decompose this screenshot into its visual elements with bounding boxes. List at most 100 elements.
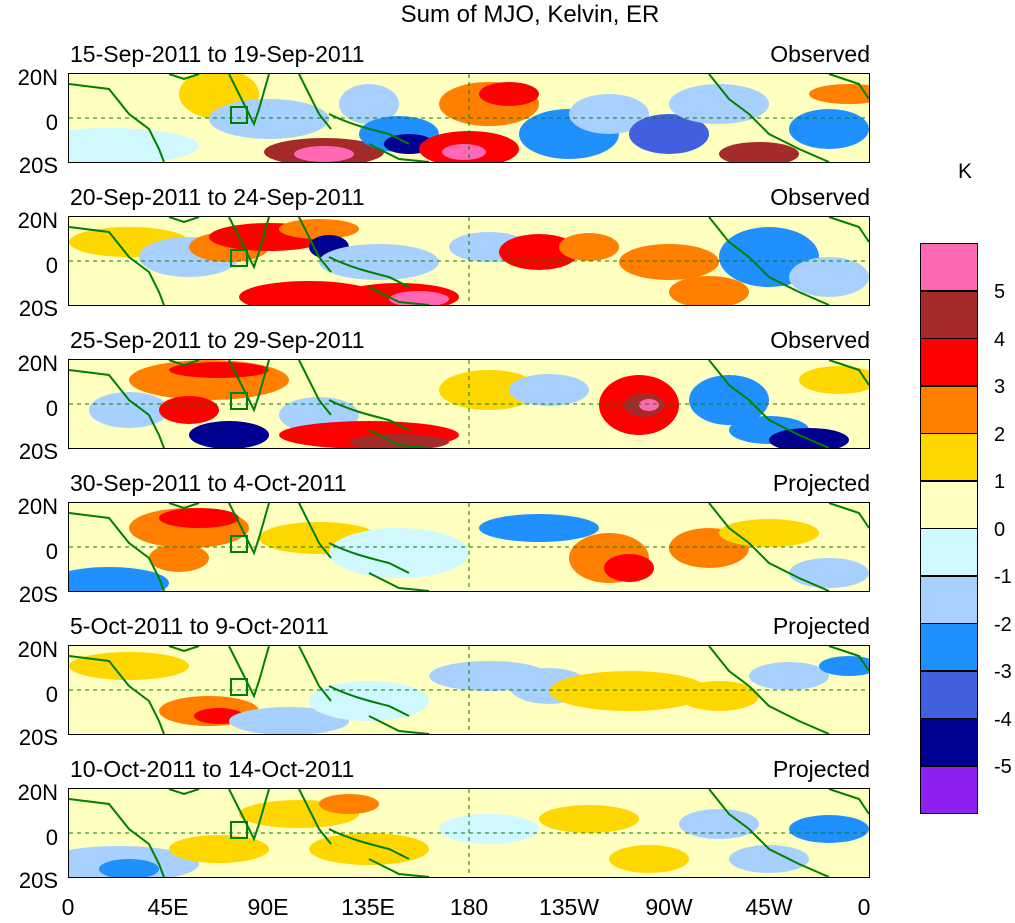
- coastline: [168, 360, 200, 367]
- colorbar-swatch: [920, 243, 978, 291]
- anomaly-contour: [539, 805, 639, 833]
- colorbar-swatch: [920, 480, 978, 529]
- anomaly-contour: [229, 707, 349, 734]
- anomaly-contour: [729, 845, 809, 873]
- coastline: [69, 226, 165, 305]
- latitude-label: 0: [45, 825, 58, 850]
- anomaly-contour: [339, 84, 399, 124]
- latitude-label: 20S: [18, 868, 58, 893]
- colorbar-tick-label: 2: [994, 423, 1006, 446]
- colorbar-swatch: [920, 385, 978, 434]
- anomaly-field: [69, 360, 869, 448]
- longitude-label: 135W: [538, 894, 600, 920]
- colorbar-tick-label: -5: [994, 756, 1012, 778]
- anomaly-contour: [569, 94, 649, 134]
- colorbar-swatch: [920, 575, 978, 624]
- longitude-label: 90W: [645, 894, 693, 920]
- longitude-label: 90E: [247, 894, 289, 920]
- anomaly-contour: [719, 142, 799, 162]
- anomaly-contour: [479, 514, 599, 542]
- colorbar-swatch: [920, 290, 978, 339]
- panel-period-label: 15-Sep-2011 to 19-Sep-2011: [70, 41, 365, 67]
- panel-period-label: 10-Oct-2011 to 14-Oct-2011: [70, 756, 355, 782]
- region-box: [230, 392, 248, 410]
- coastline: [368, 715, 430, 734]
- coastline: [298, 646, 332, 702]
- region-box: [230, 678, 248, 696]
- longitude-label: 45W: [745, 894, 793, 920]
- anomaly-contour: [799, 366, 869, 394]
- coastline: [708, 646, 830, 734]
- coastline: [368, 429, 430, 448]
- latitude-label: 20S: [18, 582, 58, 607]
- map-panel-1: 15-Sep-2011 to 19-Sep-2011 Observed 20N 0 20…: [0, 40, 880, 183]
- region-box: [230, 821, 248, 839]
- anomaly-contour: [639, 399, 659, 411]
- anomaly-contour: [169, 835, 269, 863]
- anomaly-contour: [439, 814, 539, 844]
- anomaly-map: [68, 73, 870, 163]
- coastline: [828, 74, 869, 100]
- anomaly-contour: [69, 567, 169, 591]
- colorbar-unit: K: [958, 160, 973, 183]
- coastline: [708, 74, 830, 162]
- coastline: [69, 798, 165, 877]
- latitude-label: 20N: [17, 494, 58, 519]
- anomaly-field: [69, 217, 869, 305]
- map-panel-2: 20-Sep-2011 to 24-Sep-2011 Observed 20N 0 20…: [0, 183, 880, 326]
- longitude-label: 0: [857, 894, 871, 920]
- colorbar-tick-label: 4: [994, 328, 1006, 351]
- colorbar-tick-label: -2: [994, 613, 1012, 636]
- coastline: [298, 503, 332, 559]
- anomaly-contour: [479, 82, 539, 106]
- anomaly-contour: [689, 375, 769, 425]
- colorbar-swatch: [920, 433, 978, 481]
- anomaly-contour: [669, 276, 749, 305]
- latitude-label: 0: [45, 396, 58, 421]
- coastline: [168, 789, 200, 796]
- colorbar-swatch: [920, 718, 978, 766]
- colorbar-swatch: [920, 338, 978, 386]
- anomaly-contour: [329, 528, 469, 578]
- colorbar-tick-label: 1: [994, 471, 1006, 493]
- coastline: [828, 503, 869, 529]
- latitude-label: 20N: [17, 637, 58, 662]
- anomaly-map: [68, 502, 870, 592]
- anomaly-contour: [559, 233, 619, 261]
- anomaly-contour: [69, 128, 199, 162]
- colorbar-swatch: [920, 670, 978, 719]
- anomaly-contour: [294, 146, 354, 162]
- latitude-label: 20N: [17, 65, 58, 90]
- coastline: [228, 646, 270, 699]
- panel-status-label: Observed: [770, 41, 870, 67]
- anomaly-contour: [629, 114, 709, 154]
- colorbar-tick-label: -4: [994, 708, 1012, 731]
- anomaly-contour: [99, 859, 159, 877]
- coastline: [828, 646, 869, 672]
- coastline: [168, 646, 200, 653]
- anomaly-field: [69, 789, 869, 877]
- anomaly-field: [69, 74, 869, 162]
- latitude-label: 20S: [18, 296, 58, 321]
- panel-period-label: 5-Oct-2011 to 9-Oct-2011: [70, 613, 329, 639]
- anomaly-contour: [442, 144, 486, 160]
- anomaly-contour: [509, 374, 589, 406]
- anomaly-contour: [749, 662, 829, 690]
- anomaly-field: [69, 646, 869, 734]
- coastline: [328, 685, 410, 717]
- latitude-label: 20S: [18, 153, 58, 178]
- latitude-label: 20N: [17, 208, 58, 233]
- coastline: [328, 256, 410, 288]
- anomaly-map: [68, 645, 870, 735]
- map-panel-3: 25-Sep-2011 to 29-Sep-2011 Observed 20N 0 20…: [0, 326, 880, 469]
- anomaly-contour: [809, 84, 869, 104]
- coastline: [368, 572, 430, 591]
- coastline: [368, 143, 430, 162]
- colorbar-tick-label: 3: [994, 376, 1006, 398]
- anomaly-map: [68, 216, 870, 306]
- anomaly-contour: [69, 652, 189, 680]
- anomaly-contour: [549, 671, 709, 711]
- region-box: [230, 106, 248, 124]
- anomaly-contour: [819, 656, 869, 676]
- anomaly-contour: [149, 544, 209, 572]
